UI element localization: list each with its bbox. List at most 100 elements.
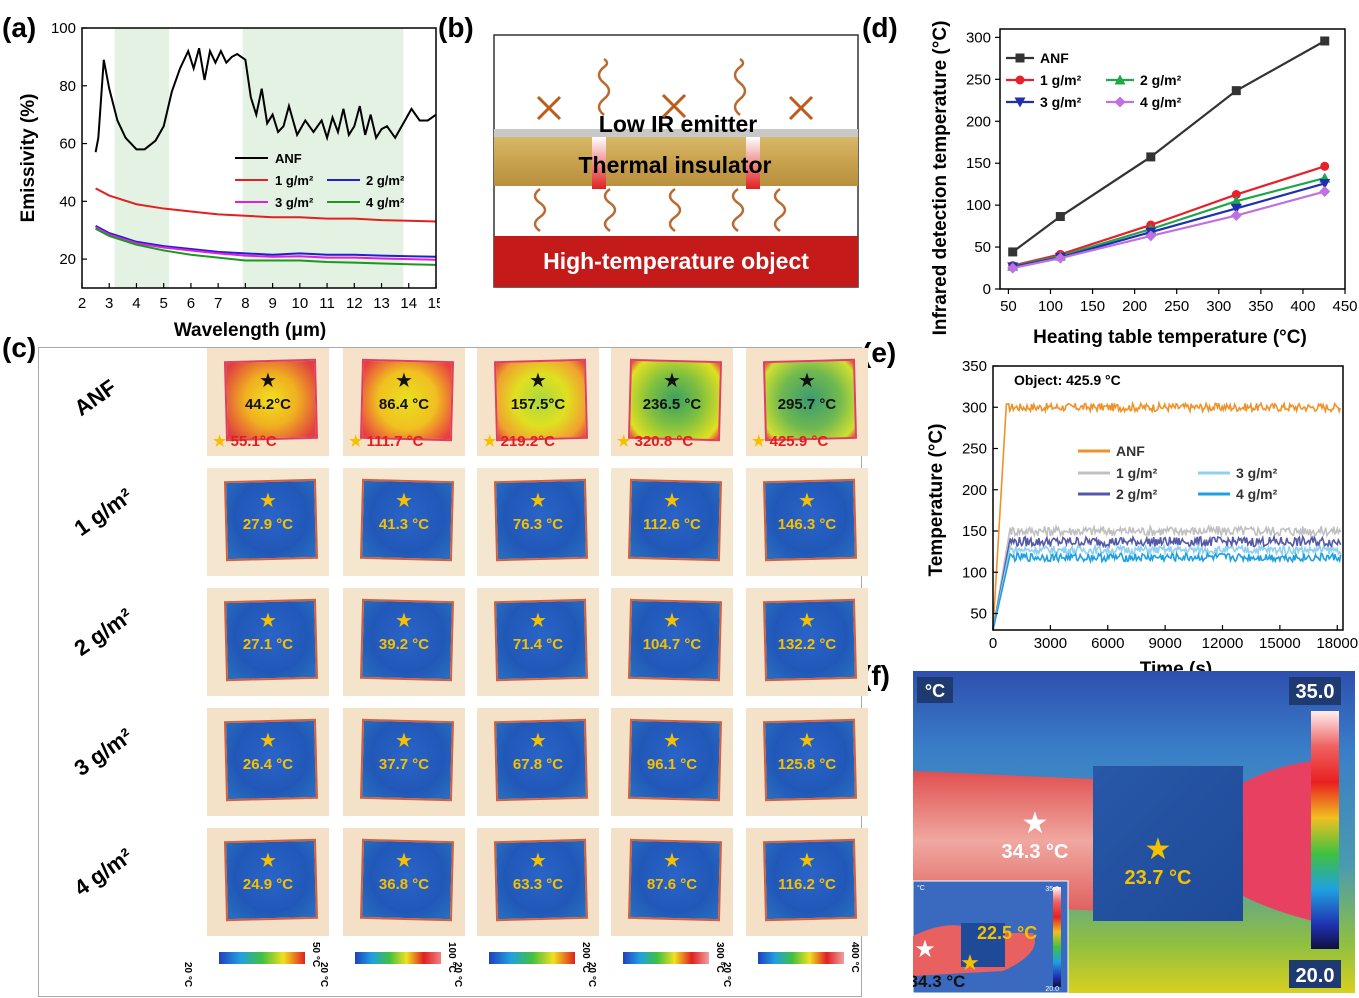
thermal-sample-cell: ★ 39.2 °C — [343, 588, 465, 696]
e-ylabel: Temperature (°C) — [926, 424, 947, 577]
d-data-point — [1008, 247, 1018, 257]
d-xtick-label: 250 — [1164, 298, 1189, 315]
a-ytick-label: 80 — [59, 78, 76, 95]
thermal-sample-cell: ★ 71.4 °C — [477, 588, 599, 696]
e-ytick-label: 150 — [962, 523, 987, 540]
e-series-line — [992, 400, 1342, 631]
sample-temperature: 37.7 °C — [378, 756, 430, 773]
thermal-sample-cell: ★ 63.3 °C — [477, 828, 599, 936]
e-xtick-label: 15000 — [1259, 635, 1301, 652]
measurement-star-icon: ★ — [663, 370, 681, 392]
d-data-point — [1114, 96, 1126, 108]
thermal-image-grid: ANF 1 g/m² 2 g/m² 3 g/m² 4 g/m² ★ 44.2°C ★ 55.1… — [38, 347, 868, 997]
d-data-point — [1015, 53, 1025, 63]
d-legend-label: 1 g/m² — [1040, 72, 1082, 88]
d-xtick-label: 100 — [1038, 298, 1063, 315]
measurement-star-icon: ★ — [529, 490, 547, 512]
thermal-sample-cell: ★ 104.7 °C — [611, 588, 733, 696]
measurement-star-icon: ★ — [663, 730, 681, 752]
fabric-star-icon: ★ — [1145, 833, 1172, 866]
thermal-sample-cell: ★ 24.9 °C — [207, 828, 329, 936]
a-ytick-label: 40 — [59, 193, 76, 210]
e-series-line — [992, 533, 1342, 631]
temperature-time-chart: 0 3000 6000 9000 12000 15000 18000 50 100 150 200 2… — [926, 358, 1358, 680]
measurement-star-icon: ★ — [395, 370, 413, 392]
d-data-point — [1014, 97, 1026, 108]
a-series-line — [95, 227, 437, 266]
e-legend-label: 1 g/m² — [1116, 465, 1158, 481]
thermal-sample-cell: ★ 27.9 °C — [207, 468, 329, 576]
thermal-sample-cell: ★ 26.4 °C — [207, 708, 329, 816]
d-ytick-label: 100 — [966, 197, 991, 214]
measurement-star-icon: ★ — [259, 850, 277, 872]
thermal-sample-cell: ★ 236.5 °C ★ 320.8 °C — [611, 348, 733, 456]
color-scale-bar — [623, 952, 709, 964]
d-xtick-label: 50 — [1000, 298, 1017, 315]
e-xtick-label: 9000 — [1148, 635, 1181, 652]
scale-min-label: 20 °C — [182, 962, 193, 988]
d-data-point — [1230, 210, 1242, 222]
sample-temperature: 44.2°C — [244, 396, 292, 413]
emitter-layer — [494, 129, 858, 137]
sample-temperature: 27.9 °C — [242, 516, 294, 533]
d-data-point — [1145, 230, 1157, 242]
heating-temperature: ★ 425.9 °C — [752, 432, 828, 450]
sample-temperature: 132.2 °C — [777, 636, 837, 653]
d-legend-label: 3 g/m² — [1040, 94, 1082, 110]
f-scale-min: 20.0 — [1296, 965, 1335, 987]
insulator-label: Thermal insulator — [579, 152, 772, 178]
measurement-star-icon: ★ — [259, 490, 277, 512]
sample-temperature: 76.3 °C — [512, 516, 564, 533]
a-xlabel: Wavelength (μm) — [174, 320, 326, 341]
d-ytick-label: 0 — [983, 281, 991, 298]
e-legend-label: 4 g/m² — [1236, 486, 1278, 502]
a-xtick-label: 9 — [268, 295, 276, 312]
d-ytick-label: 200 — [966, 113, 991, 130]
d-ylabel: Infrared detection temperature (°C) — [930, 21, 951, 336]
d-xtick-label: 150 — [1080, 298, 1105, 315]
c-row-label: 1 g/m² — [69, 483, 137, 541]
a-series-line — [94, 47, 437, 153]
a-xtick-label: 8 — [241, 295, 249, 312]
a-series-line — [95, 226, 437, 261]
e-ytick-label: 250 — [962, 441, 987, 458]
panel-label-d: (d) — [862, 12, 898, 43]
color-scale-bar — [219, 952, 305, 964]
panel-label-a: (a) — [2, 12, 37, 43]
hot-object-label: High-temperature object — [543, 248, 809, 274]
e-ytick-label: 100 — [962, 564, 987, 581]
thermal-sample-cell: ★ 295.7 °C ★ 425.9 °C — [746, 348, 868, 456]
heating-star-icon: ★ — [617, 433, 635, 450]
inset-scale-min: 20.0 — [1045, 986, 1059, 993]
measurement-star-icon: ★ — [798, 610, 816, 632]
e-series-line — [992, 523, 1342, 631]
d-legend: ANF 1 g/m² 2 g/m² 3 g/m² 4 g/m² — [1006, 50, 1182, 110]
d-data-point — [1146, 152, 1156, 162]
sample-temperature: 104.7 °C — [642, 636, 702, 653]
inset-fabric-star-icon: ★ — [960, 950, 980, 975]
measurement-star-icon: ★ — [798, 850, 816, 872]
heating-temperature-value: 55.1°C — [230, 433, 277, 450]
a-legend-2: 2 g/m² — [366, 173, 405, 188]
d-ytick-label: 250 — [966, 71, 991, 88]
thermal-sample-cell: ★ 44.2°C ★ 55.1°C — [207, 348, 329, 456]
d-data-point — [1230, 195, 1242, 206]
thermal-sample-cell: ★ 157.5°C ★ 219.2°C — [477, 348, 599, 456]
a-xtick-label: 15 — [428, 295, 440, 312]
sample-temperature: 39.2 °C — [378, 636, 430, 653]
skin-star-icon: ★ — [1022, 807, 1049, 840]
d-legend-label: 2 g/m² — [1140, 72, 1182, 88]
d-ytick-label: 300 — [966, 29, 991, 46]
d-data-point — [1015, 75, 1025, 85]
thermal-photo-arm: 35.0 20.0 °C ★ 34.3 °C ★ 23.7 °C 35.0 20… — [913, 671, 1355, 993]
sample-temperature: 112.6 °C — [643, 516, 701, 533]
a-ytick-label: 60 — [59, 136, 76, 153]
d-legend-label: 4 g/m² — [1140, 94, 1182, 110]
heating-temperature-value: 320.8 °C — [634, 433, 694, 450]
scale-max-label: 400 °C — [849, 942, 860, 973]
sample-temperature: 24.9 °C — [242, 876, 294, 893]
measurement-star-icon: ★ — [395, 490, 413, 512]
d-data-point — [1320, 161, 1330, 171]
a-ytick-label: 100 — [51, 20, 76, 37]
skin-temp: 34.3 °C — [1002, 841, 1069, 863]
